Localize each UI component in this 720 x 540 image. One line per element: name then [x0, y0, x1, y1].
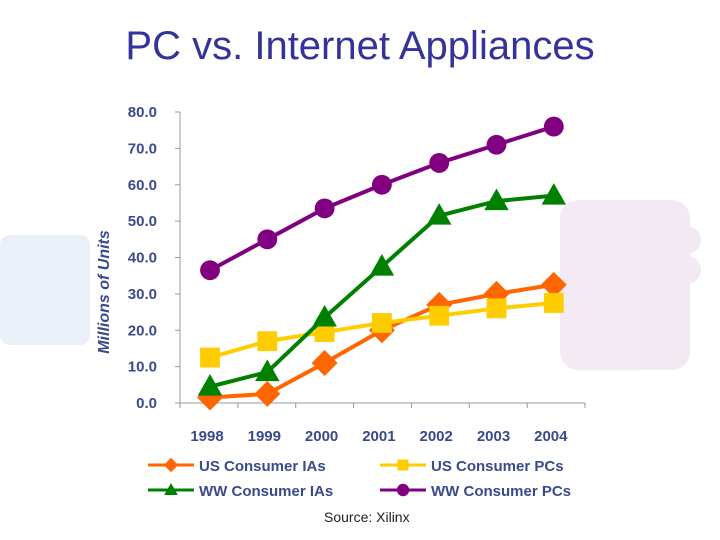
legend-label: WW Consumer PCs — [431, 483, 571, 500]
data-point-us-consumer-pcs — [486, 298, 507, 319]
y-tick-label: 40.0 — [128, 250, 157, 267]
y-tick-label: 50.0 — [128, 213, 157, 230]
data-point-us-consumer-ias — [197, 384, 223, 411]
data-point-ww-consumer-pcs — [257, 229, 278, 250]
data-point-us-consumer-pcs — [200, 347, 220, 368]
x-tick-label: 1998 — [190, 428, 223, 445]
y-tick-label: 10.0 — [128, 359, 157, 376]
x-tick-label: 2003 — [477, 428, 510, 445]
data-point-ww-consumer-ias — [255, 359, 280, 382]
legend-swatch-marker — [397, 459, 409, 471]
y-axis-label: Millions of Units — [96, 230, 113, 354]
data-point-ww-consumer-ias — [484, 188, 509, 211]
data-point-ww-consumer-ias — [426, 203, 452, 225]
data-point-ww-consumer-ias — [197, 374, 223, 396]
data-point-us-consumer-pcs — [429, 305, 450, 326]
legend-swatch-marker — [164, 483, 178, 495]
data-point-us-consumer-pcs — [257, 331, 278, 352]
slide-title: PC vs. Internet Appliances — [125, 24, 595, 68]
source-note: Source: Xilinx — [324, 509, 410, 525]
watermark-tv-knob — [673, 256, 701, 284]
data-point-ww-consumer-pcs — [486, 134, 507, 155]
data-point-ww-consumer-pcs — [314, 198, 335, 219]
legend-label: US Consumer PCs — [431, 458, 564, 475]
y-tick-label: 30.0 — [128, 286, 157, 303]
data-point-us-consumer-pcs — [314, 322, 335, 342]
x-tick-label: 2004 — [534, 428, 568, 445]
data-point-us-consumer-ias — [311, 350, 338, 376]
data-point-ww-consumer-ias — [541, 183, 567, 205]
data-point-ww-consumer-pcs — [543, 116, 564, 137]
legend-label: US Consumer IAs — [199, 458, 326, 475]
data-point-ww-consumer-pcs — [429, 153, 450, 173]
data-point-us-consumer-pcs — [543, 293, 564, 313]
y-tick-label: 80.0 — [128, 104, 157, 121]
data-point-us-consumer-pcs — [372, 313, 392, 333]
y-tick-label: 20.0 — [128, 322, 157, 339]
x-tick-label: 2000 — [305, 428, 338, 445]
data-point-ww-consumer-ias — [369, 253, 395, 276]
data-point-us-consumer-ias — [540, 271, 567, 298]
data-point-ww-consumer-pcs — [371, 174, 392, 195]
watermark-tv-knob — [673, 226, 701, 254]
watermark-tv-shape — [560, 200, 690, 370]
y-tick-label: 60.0 — [128, 177, 157, 194]
legend-swatch-marker — [396, 483, 410, 497]
data-point-ww-consumer-pcs — [200, 260, 220, 281]
x-tick-label: 1999 — [248, 428, 281, 445]
x-tick-label: 2002 — [420, 428, 453, 445]
data-point-ww-consumer-ias — [312, 304, 337, 327]
y-tick-label: 0.0 — [136, 395, 157, 412]
legend-swatch-marker — [163, 457, 179, 473]
x-tick-label: 2001 — [362, 428, 395, 445]
y-tick-label: 70.0 — [128, 140, 157, 157]
data-point-us-consumer-ias — [254, 380, 281, 407]
legend-label: WW Consumer IAs — [199, 483, 333, 500]
watermark-letter-shape — [0, 235, 90, 345]
